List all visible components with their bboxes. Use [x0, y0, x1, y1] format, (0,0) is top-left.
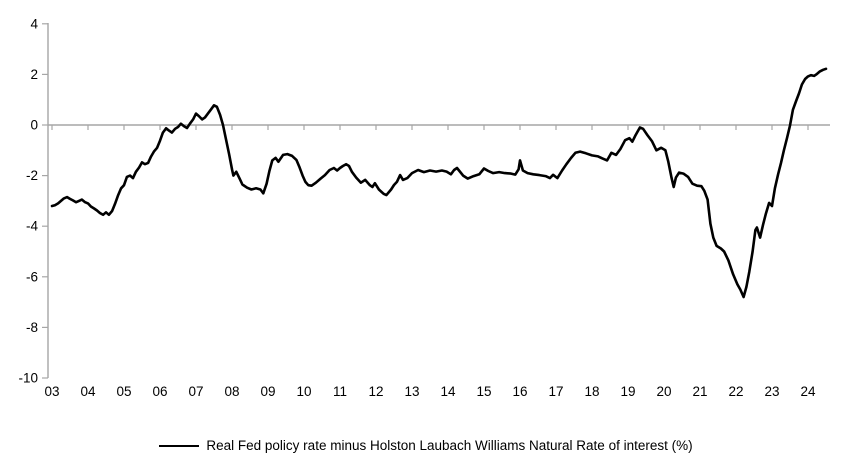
legend-label: Real Fed policy rate minus Holston Lauba…: [206, 438, 693, 453]
x-tick-label: 17: [548, 384, 563, 399]
y-tick-label: -2: [26, 168, 38, 183]
x-tick-label: 13: [404, 384, 419, 399]
y-tick-label: 4: [30, 16, 38, 31]
x-tick-label: 15: [476, 384, 491, 399]
x-tick-label: 16: [512, 384, 527, 399]
x-tick-label: 19: [620, 384, 635, 399]
x-tick-label: 12: [368, 384, 383, 399]
x-tick-label: 22: [728, 384, 743, 399]
x-tick-label: 14: [440, 384, 456, 399]
legend-line-swatch: [159, 444, 200, 447]
x-tick-label: 21: [692, 384, 707, 399]
legend: Real Fed policy rate minus Holston Lauba…: [0, 438, 852, 453]
x-tick-label: 11: [333, 384, 347, 399]
x-tick-label: 10: [296, 384, 311, 399]
x-tick-label: 20: [656, 384, 671, 399]
y-tick-label: -4: [26, 219, 38, 234]
x-tick-label: 03: [44, 384, 59, 399]
x-tick-label: 24: [800, 384, 816, 399]
x-tick-label: 04: [80, 384, 96, 399]
y-tick-label: -10: [18, 371, 38, 386]
y-tick-label: -8: [26, 320, 38, 335]
x-tick-label: 07: [188, 384, 203, 399]
series-line: [50, 67, 828, 299]
x-tick-label: 08: [224, 384, 239, 399]
y-tick-label: 0: [30, 118, 38, 133]
x-tick-label: 23: [764, 384, 779, 399]
y-tick-label: -6: [26, 269, 38, 284]
y-tick-label: 2: [30, 67, 38, 82]
x-tick-label: 18: [584, 384, 599, 399]
x-tick-label: 09: [260, 384, 275, 399]
x-tick-label: 06: [152, 384, 167, 399]
x-tick-label: 05: [116, 384, 131, 399]
